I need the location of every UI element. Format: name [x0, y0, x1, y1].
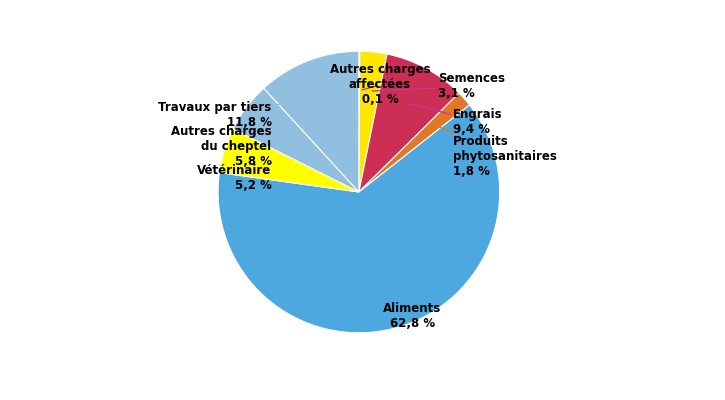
Text: Autres charges
affectées
0,1 %: Autres charges affectées 0,1 %: [330, 64, 431, 106]
Wedge shape: [359, 51, 387, 192]
Text: Vétérinaire
5,2 %: Vétérinaire 5,2 %: [197, 162, 272, 192]
Text: Aliments
62,8 %: Aliments 62,8 %: [384, 292, 442, 330]
Wedge shape: [359, 54, 459, 192]
Text: Engrais
9,4 %: Engrais 9,4 %: [410, 104, 503, 136]
Text: Autres charges
du cheptel
5,8 %: Autres charges du cheptel 5,8 %: [171, 126, 276, 168]
Wedge shape: [220, 129, 359, 192]
Wedge shape: [233, 88, 359, 192]
Wedge shape: [359, 51, 360, 192]
Wedge shape: [359, 93, 470, 192]
Wedge shape: [264, 51, 359, 192]
Wedge shape: [218, 105, 500, 333]
Text: Travaux par tiers
11,8 %: Travaux par tiers 11,8 %: [158, 98, 320, 128]
Text: Semences
3,1 %: Semences 3,1 %: [372, 72, 505, 100]
Text: Produits
phytosanitaires
1,8 %: Produits phytosanitaires 1,8 %: [437, 126, 557, 178]
